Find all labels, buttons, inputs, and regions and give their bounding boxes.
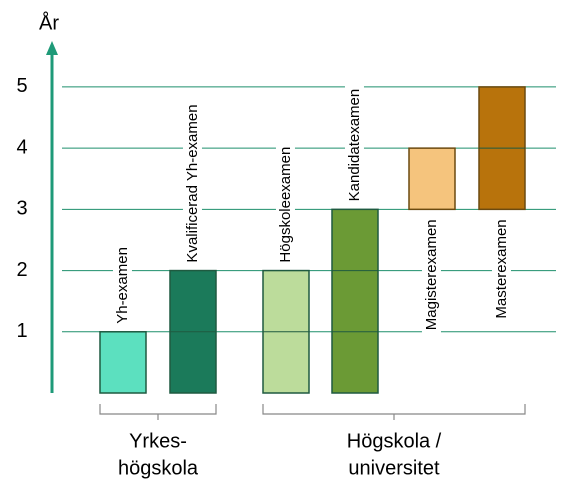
bar-label: Magisterexamen bbox=[423, 219, 440, 330]
group-label: Yrkes- bbox=[129, 430, 187, 452]
group-label: Högskola / bbox=[347, 430, 442, 452]
label-background bbox=[421, 216, 441, 334]
grid bbox=[62, 86, 556, 333]
bar-label-group: Magisterexamen bbox=[421, 216, 441, 334]
group-label: universitet bbox=[348, 457, 440, 479]
y-tick-label: 1 bbox=[16, 320, 27, 342]
bar bbox=[99, 331, 147, 394]
bar-label: Kvalificerad Yh-examen bbox=[184, 104, 201, 262]
bar-label: Yh-examen bbox=[114, 247, 131, 324]
label-background bbox=[275, 143, 295, 266]
bar-label: Kandidatexamen bbox=[346, 89, 363, 202]
group-bracket bbox=[99, 404, 217, 420]
group-label: högskola bbox=[118, 457, 199, 479]
bar-label-group: Kandidatexamen bbox=[344, 85, 364, 205]
bar bbox=[408, 147, 456, 211]
label-background bbox=[112, 244, 132, 327]
bar-label-group: Högskoleexamen bbox=[275, 143, 295, 266]
y-axis-title: År bbox=[39, 11, 59, 34]
bar-label-group: Kvalificerad Yh-examen bbox=[182, 101, 202, 266]
y-tick-label: 4 bbox=[16, 136, 27, 158]
y-tick-label: 2 bbox=[16, 259, 27, 281]
y-axis-arrow bbox=[46, 41, 58, 55]
group-bracket bbox=[262, 404, 526, 420]
y-tick-label: 3 bbox=[16, 198, 27, 220]
bar-label-group: Masterexamen bbox=[491, 216, 511, 322]
label-background bbox=[182, 101, 202, 266]
label-background bbox=[491, 216, 511, 322]
bar bbox=[331, 208, 379, 394]
bar-label: Högskoleexamen bbox=[277, 147, 294, 263]
bar-label-group: Yh-examen bbox=[112, 244, 132, 327]
label-background bbox=[344, 85, 364, 205]
y-tick-label: 5 bbox=[16, 75, 27, 97]
bar-label: Masterexamen bbox=[493, 219, 510, 318]
